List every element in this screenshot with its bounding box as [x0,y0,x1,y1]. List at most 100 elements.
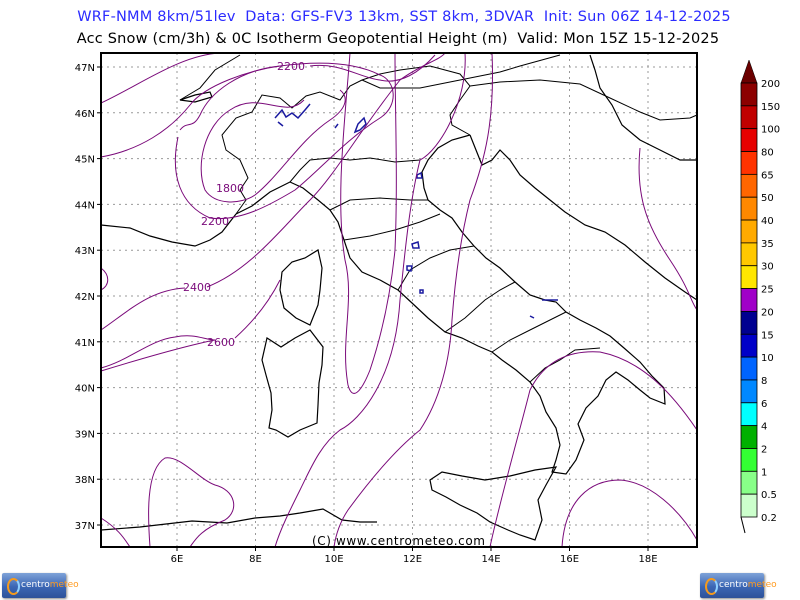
border-alps [221,65,471,215]
contour-label: 2400 [183,281,211,294]
colorbar-label: 0.5 [761,490,777,501]
snow-area [274,103,311,127]
contour-label: 2200 [201,215,229,228]
map-frame [100,52,698,548]
logo-text-accent: meteo [747,580,777,590]
colorbar-label: 10 [761,353,774,364]
logo-icon [705,578,718,595]
lat-label: 43N [75,246,95,257]
colorbar-label: 50 [761,193,774,204]
logo-text-accent: meteo [49,580,79,590]
centrometeo-logo-left[interactable]: centrometeo [2,573,79,598]
lat-label: 42N [75,292,95,303]
colorbar-swatch [740,219,758,244]
contour-southwest-2 [100,517,131,548]
snow-area [406,265,413,272]
colorbar-swatch [740,173,758,198]
contour-label: 2200 [277,60,305,73]
lon-label: 12E [403,554,422,565]
lat-label: 38N [75,475,95,486]
contour-central-3 [333,52,493,548]
lat-label: 46N [75,109,95,120]
africa-coast [100,508,377,531]
contour-1800 [200,89,346,203]
borders [179,54,698,383]
logo-text: centro [21,580,50,590]
colorbar-label: 4 [761,422,767,433]
colorbar-swatch [740,242,758,267]
logo-text: centro [719,580,748,590]
colorbar-label: 150 [761,102,780,113]
colorbar-label: 65 [761,170,774,181]
lat-label: 47N [75,63,95,74]
contour-2400 [100,52,446,331]
contour-2600 [100,279,281,369]
border-swiss [179,54,241,101]
snow-area [411,241,420,249]
lon-label: 6E [171,554,184,565]
snow-area [419,289,424,294]
contour-west [100,267,216,372]
colorbar-swatch [740,448,758,472]
coastlines [100,54,698,541]
colorbar-swatch [740,82,758,107]
contour-labels: 2200 1800 2200 2400 2600 [183,60,305,349]
colorbar-label: 0.2 [761,513,777,524]
snow-area [353,116,367,134]
lon-label: 18E [638,554,657,565]
colorbar: 200 150 100 80 65 50 40 35 30 25 20 15 10 8 6 4 2 1 0.5 0.2 [740,59,780,534]
colorbar-label: 200 [761,79,780,90]
colorbar-label: 80 [761,148,774,159]
snow-area [334,123,339,129]
colorbar-label: 15 [761,330,774,341]
contour-label: 2600 [207,336,235,349]
lon-label: 16E [560,554,579,565]
contour-central-2 [274,52,466,548]
contour-southwest [148,457,235,548]
france-coast [100,213,237,247]
lon-label: 14E [481,554,500,565]
lat-label: 39N [75,429,95,440]
colorbar-swatch [740,333,758,358]
balkan-coast [589,54,697,161]
snow-areas [274,103,558,319]
contour-label: 1800 [216,182,244,195]
chart-title: Acc Snow (cm/3h) & 0C Isotherm Geopotent… [76,31,720,47]
adriatic-east-coast [469,134,698,301]
centrometeo-logo-right[interactable]: centrometeo [700,573,777,598]
border-regions-center [343,213,601,383]
colorbar-swatch [740,425,758,449]
colorbar-label: 25 [761,285,774,296]
contour-east-2 [489,351,698,548]
model-info-title: WRF-NMM 8km/51lev Data: GFS-FV3 13km, SS… [77,9,731,25]
border-austria [361,54,561,89]
lat-label: 41N [75,338,95,349]
corsica [279,249,323,326]
colorbar-label: 20 [761,307,774,318]
lon-label: 10E [324,554,343,565]
colorbar-label: 1 [761,467,767,478]
colorbar-swatch [740,265,758,289]
lat-label: 45N [75,155,95,166]
colorbar-swatch [740,196,758,221]
colorbar-swatch [740,128,758,152]
border-slovenia-croatia [469,79,698,121]
colorbar-label: 40 [761,216,774,227]
colorbar-label: 100 [761,125,780,136]
graticule [101,53,697,547]
colorbar-under-tail [740,516,746,534]
colorbar-label: 30 [761,262,774,273]
colorbar-swatch [740,493,758,518]
axis-labels: 47N 46N 45N 44N 43N 42N 41N 40N 39N 38N 37N 6E 8E 10E… [75,63,658,565]
lon-label: 8E [249,554,262,565]
colorbar-label: 35 [761,239,774,250]
lat-label: 40N [75,384,95,395]
colorbar-swatch [740,470,758,495]
colorbar-label: 2 [761,444,767,455]
copyright-text: (C) www.centrometeo.com [312,534,486,548]
colorbar-swatch [740,356,758,381]
contour-east-1 [638,147,698,311]
colorbar-label: 8 [761,376,767,387]
contour-2200-outer [100,52,436,158]
